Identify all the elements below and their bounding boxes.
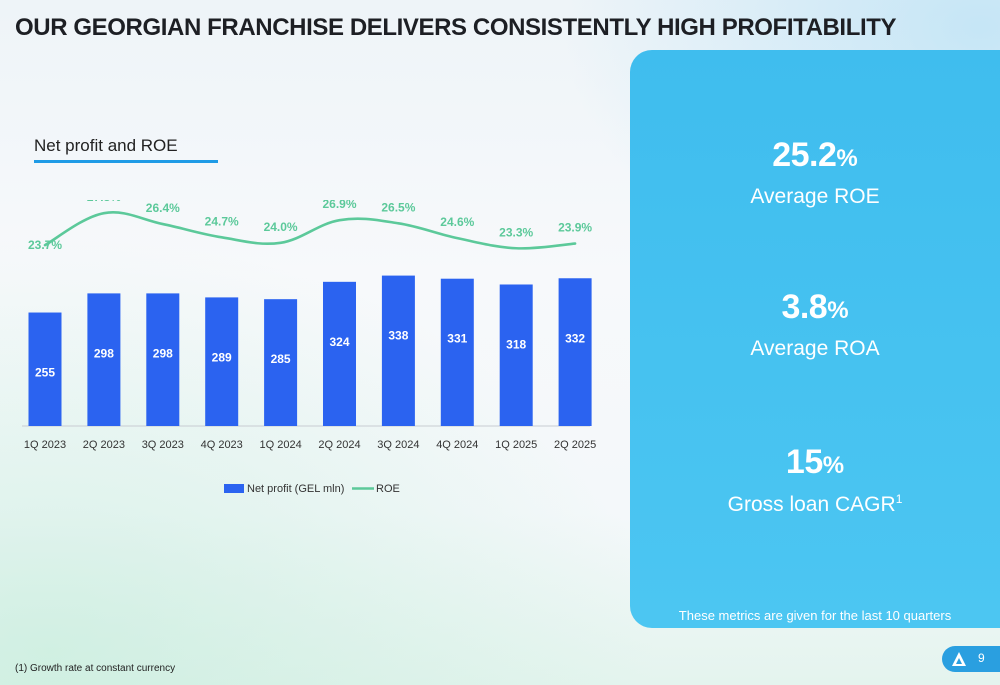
bar-value-label: 255	[35, 366, 55, 380]
roe-value-label: 24.6%	[440, 215, 474, 229]
bar-value-label: 331	[447, 332, 467, 346]
x-tick-label: 1Q 2024	[259, 439, 301, 451]
bar-value-label: 285	[271, 352, 291, 366]
bar	[323, 281, 356, 426]
bar	[28, 312, 62, 426]
x-tick-label: 4Q 2023	[201, 439, 243, 451]
bar	[205, 297, 239, 426]
net-profit-roe-chart: 255 1Q 2023 298 2Q 2023 298 3Q 2023 289 4Q 2023…	[22, 200, 596, 495]
page-title: OUR GEORGIAN FRANCHISE DELIVERS CONSISTE…	[15, 14, 897, 41]
bar-value-label: 318	[506, 337, 526, 351]
roe-value-label: 24.0%	[264, 220, 298, 234]
bar-value-label: 324	[329, 335, 349, 349]
page-number: 9	[978, 651, 985, 665]
roe-value-label: 27.8%	[87, 200, 121, 204]
panel-footnote: These metrics are given for the last 10 …	[678, 608, 952, 623]
x-tick-label: 3Q 2024	[377, 439, 419, 451]
metric-label-text: Gross loan CAGR	[727, 493, 896, 516]
footnote: (1) Growth rate at constant currency	[15, 663, 176, 674]
metric-unit: %	[822, 452, 845, 479]
x-tick-label: 4Q 2024	[436, 439, 478, 451]
metric-average-roe: 25.2% Average ROE	[630, 136, 1000, 209]
metric-value: 25.2	[772, 136, 837, 174]
metric-label: Average ROE	[750, 185, 880, 208]
x-tick-label: 3Q 2023	[142, 439, 184, 451]
bar-value-label: 338	[388, 329, 408, 343]
bar-value-label: 332	[565, 331, 585, 345]
roe-value-label: 26.5%	[381, 200, 415, 214]
bar	[146, 293, 180, 426]
metric-label: Average ROA	[750, 337, 880, 360]
roe-value-label: 26.9%	[322, 200, 356, 211]
metrics-panel: 25.2% Average ROE 3.8% Average ROA 15% G…	[630, 50, 1000, 628]
metric-label: Gross loan CAGR1	[630, 492, 1000, 517]
metric-value: 3.8	[781, 288, 828, 326]
bar	[499, 284, 533, 426]
x-tick-label: 2Q 2025	[554, 439, 596, 451]
bar	[381, 275, 415, 426]
triangle-logo-icon	[952, 652, 966, 666]
roe-value-label: 24.7%	[205, 214, 239, 228]
chart-title: Net profit and ROE	[34, 136, 178, 155]
metric-gross-loan-cagr: 15% Gross loan CAGR1	[630, 443, 1000, 517]
metric-average-roa: 3.8% Average ROA	[630, 288, 1000, 361]
bar-value-label: 298	[94, 346, 114, 360]
legend-bar-swatch	[224, 484, 244, 493]
roe-value-label: 23.3%	[499, 225, 533, 239]
bar	[558, 278, 592, 426]
x-tick-label: 1Q 2025	[495, 439, 537, 451]
roe-value-label: 23.9%	[558, 221, 592, 235]
bar-value-label: 289	[212, 350, 232, 364]
roe-value-label: 26.4%	[146, 201, 180, 215]
roe-value-label: 23.7%	[28, 238, 62, 252]
x-tick-label: 2Q 2023	[83, 439, 125, 451]
metric-unit: %	[827, 297, 849, 324]
metric-value: 15	[785, 443, 823, 481]
chart-title-underline	[34, 160, 218, 163]
bar-value-label: 298	[153, 346, 173, 360]
x-tick-label: 2Q 2024	[318, 439, 360, 451]
x-tick-label: 1Q 2023	[24, 439, 66, 451]
legend-line-label: ROE	[376, 483, 400, 495]
bar	[264, 299, 298, 426]
metric-unit: %	[836, 145, 858, 172]
bar	[87, 293, 121, 426]
roe-line	[43, 211, 577, 250]
legend-bar-label: Net profit (GEL mln)	[247, 483, 344, 495]
bar	[440, 278, 474, 426]
page-badge: 9	[942, 646, 1000, 672]
footnote-marker: 1	[895, 492, 903, 506]
